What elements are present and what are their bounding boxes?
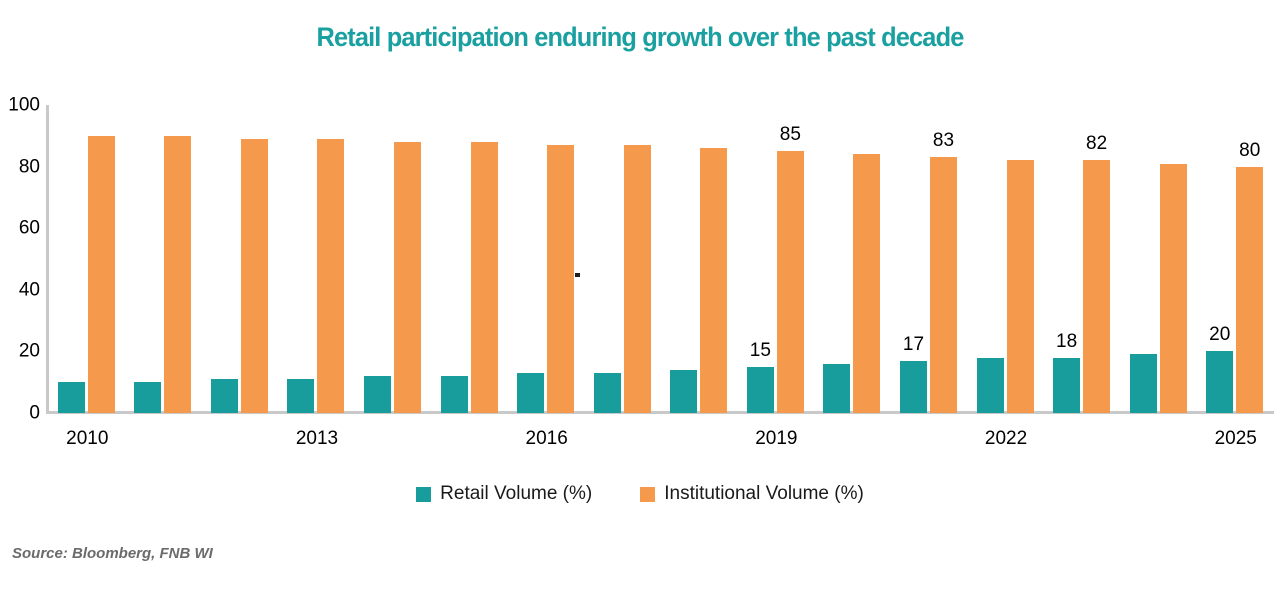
bar-group: 18 82: [1053, 105, 1111, 413]
bar-group: [1129, 105, 1187, 413]
bar-retail[interactable]: [1053, 357, 1081, 413]
bar-group: [57, 105, 115, 413]
y-axis-tick-60: 60: [18, 217, 40, 239]
bar-retail[interactable]: [976, 357, 1004, 413]
bar-retail[interactable]: [517, 372, 545, 413]
y-axis: 0 20 40 60 80 100: [0, 95, 40, 425]
bar-retail[interactable]: [670, 369, 698, 413]
chart-title: Retail participation enduring growth ove…: [316, 22, 964, 52]
bar-group: 15 85: [746, 105, 804, 413]
bar-institutional[interactable]: [470, 141, 498, 413]
bars-container: 15 85 17 83 18 82 20 80: [49, 105, 1274, 413]
bar-institutional[interactable]: [623, 145, 651, 413]
bar-group: [287, 105, 345, 413]
bar-institutional[interactable]: [87, 135, 115, 413]
bar-retail[interactable]: [1129, 354, 1157, 413]
bar-institutional[interactable]: [1006, 160, 1034, 413]
bar-retail[interactable]: [440, 376, 468, 413]
bar-value-label-institutional: 82: [1086, 133, 1108, 155]
bar-group: [517, 105, 575, 413]
bar-group: [670, 105, 728, 413]
bar-institutional[interactable]: [776, 151, 804, 413]
bar-institutional[interactable]: [1083, 160, 1111, 413]
x-axis-tick-2013: 2013: [295, 428, 339, 449]
bar-retail[interactable]: [364, 376, 392, 413]
bar-institutional[interactable]: [394, 141, 422, 413]
bar-retail[interactable]: [746, 366, 774, 413]
bar-group: 20 80: [1206, 105, 1264, 413]
bar-retail[interactable]: [899, 360, 927, 413]
legend-label: Institutional Volume (%): [664, 483, 864, 504]
x-axis-tick-2022: 2022: [984, 428, 1028, 449]
bar-value-label-institutional: 83: [932, 130, 955, 152]
x-axis-line: [46, 411, 1274, 414]
stray-dot-artifact: [575, 273, 580, 277]
source-note: Source: Bloomberg, FNB WI: [12, 545, 213, 562]
bar-institutional[interactable]: [547, 145, 575, 413]
bar-group: [593, 105, 651, 413]
x-axis-tick-2025: 2025: [1214, 428, 1257, 449]
bar-institutional[interactable]: [853, 154, 881, 413]
x-axis-tick-2010: 2010: [66, 428, 109, 449]
legend-item[interactable]: Institutional Volume (%): [640, 483, 864, 505]
plot-area: 0 20 40 60 80 100 15 85 17 83 18 82 20 80: [0, 95, 1280, 435]
bar-value-label-retail: 20: [1209, 324, 1231, 346]
bar-retail[interactable]: [210, 379, 238, 413]
bar-retail[interactable]: [57, 382, 85, 413]
bar-group: [440, 105, 498, 413]
legend-item[interactable]: Retail Volume (%): [416, 483, 592, 505]
chart-legend: Retail Volume (%) Institutional Volume (%…: [0, 483, 1280, 505]
bar-value-label-institutional: 80: [1239, 139, 1261, 161]
x-axis-tick-2016: 2016: [525, 428, 568, 449]
bar-retail[interactable]: [593, 372, 621, 413]
bar-value-label-retail: 15: [749, 339, 771, 361]
bar-group: [364, 105, 422, 413]
x-axis-tick-2019: 2019: [755, 428, 798, 449]
y-axis-line: [46, 105, 49, 413]
legend-swatch-icon: [640, 486, 656, 502]
bar-value-label-retail: 18: [1056, 330, 1078, 352]
bar-group: 17 83: [899, 105, 957, 413]
bar-value-label-institutional: 85: [779, 124, 801, 146]
legend-label: Retail Volume (%): [440, 483, 593, 504]
y-axis-tick-80: 80: [18, 156, 40, 178]
y-axis-tick-40: 40: [18, 279, 40, 301]
bar-retail[interactable]: [823, 363, 851, 413]
bar-institutional[interactable]: [240, 138, 268, 413]
bar-retail[interactable]: [287, 379, 315, 413]
bar-institutional[interactable]: [164, 135, 192, 413]
y-axis-tick-0: 0: [29, 402, 40, 424]
y-axis-tick-100: 100: [8, 94, 40, 116]
x-axis-labels: 2010 2013 2016 2019 2022 2025: [49, 428, 1274, 458]
bar-institutional[interactable]: [929, 157, 957, 413]
bar-group: [976, 105, 1034, 413]
bar-institutional[interactable]: [1159, 163, 1187, 413]
y-axis-tick-20: 20: [18, 340, 40, 362]
bar-institutional[interactable]: [1236, 166, 1264, 413]
bar-retail[interactable]: [134, 382, 162, 413]
bar-institutional[interactable]: [317, 138, 345, 413]
bar-institutional[interactable]: [700, 148, 728, 413]
bar-group: [210, 105, 268, 413]
bar-value-label-retail: 17: [902, 333, 925, 355]
bar-group: [134, 105, 192, 413]
bar-group: [823, 105, 881, 413]
bar-retail[interactable]: [1206, 351, 1234, 413]
legend-swatch-icon: [416, 486, 432, 502]
